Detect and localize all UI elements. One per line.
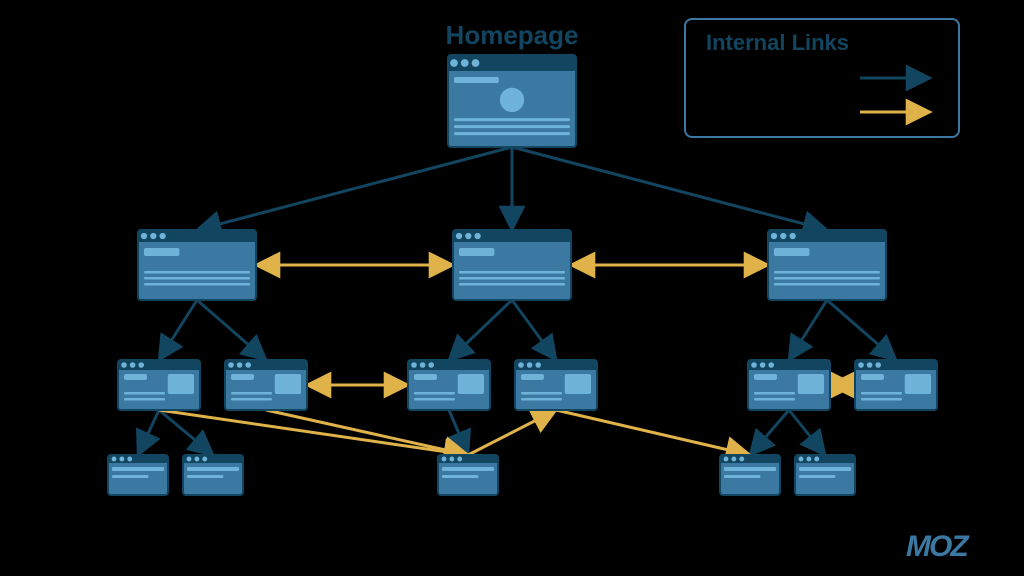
page-node-c1 bbox=[748, 360, 830, 410]
edge bbox=[449, 300, 512, 360]
page-node-b2 bbox=[515, 360, 597, 410]
page-node-c2 bbox=[855, 360, 937, 410]
edge bbox=[159, 300, 197, 360]
edge bbox=[827, 300, 896, 360]
page-node-c1b bbox=[795, 455, 855, 495]
moz-logo: MOZ bbox=[906, 530, 967, 564]
page-node-a2 bbox=[225, 360, 307, 410]
page-node-catC bbox=[768, 230, 886, 300]
page-node-catB bbox=[453, 230, 571, 300]
edge bbox=[789, 300, 827, 360]
edge bbox=[789, 410, 825, 455]
diagram-title: Homepage bbox=[446, 20, 579, 51]
edge bbox=[449, 410, 468, 455]
page-node-a1 bbox=[118, 360, 200, 410]
edge bbox=[750, 410, 789, 455]
page-node-b1a bbox=[438, 455, 498, 495]
page-node-b1 bbox=[408, 360, 490, 410]
edge bbox=[197, 300, 266, 360]
edge bbox=[197, 147, 512, 230]
edge bbox=[512, 300, 556, 360]
edge bbox=[138, 410, 159, 455]
page-node-c1a bbox=[720, 455, 780, 495]
legend-title: Internal Links bbox=[706, 30, 849, 56]
page-node-a1b bbox=[183, 455, 243, 495]
page-node-a1a bbox=[108, 455, 168, 495]
edge bbox=[512, 147, 827, 230]
page-node-catA bbox=[138, 230, 256, 300]
page-node-home bbox=[448, 55, 576, 147]
edge bbox=[556, 410, 750, 455]
edge bbox=[468, 410, 556, 455]
edge bbox=[266, 410, 468, 455]
